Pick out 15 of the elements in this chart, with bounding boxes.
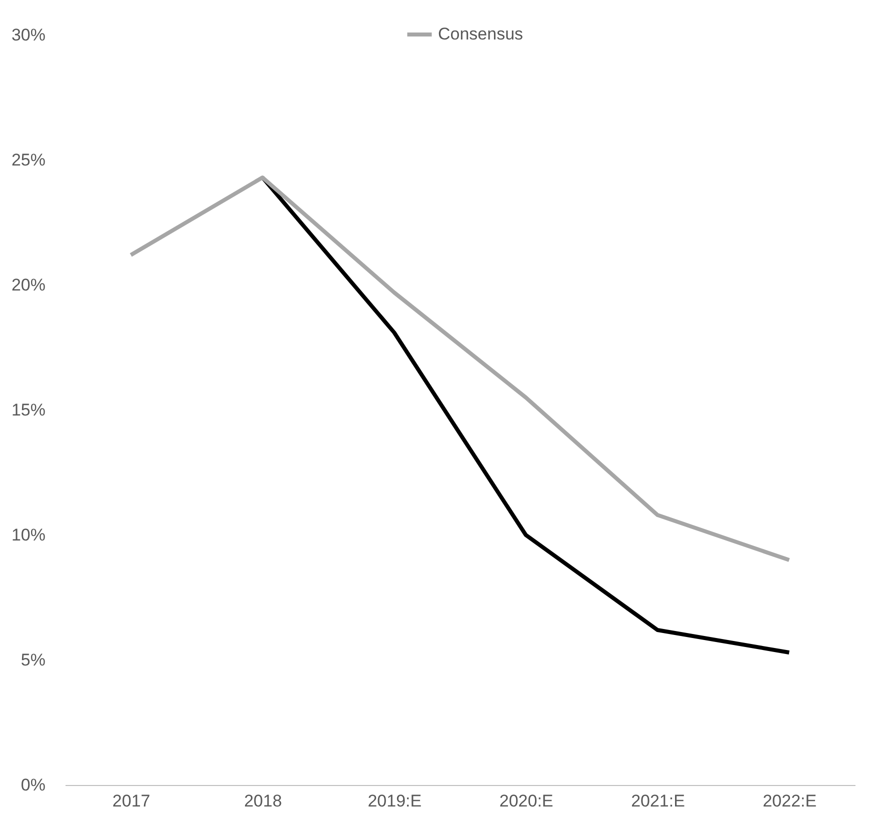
x-tick-label: 2021:E — [631, 792, 685, 810]
x-tick-label: 2019:E — [368, 792, 422, 810]
line-series — [128, 176, 792, 562]
y-tick-label: 30% — [11, 26, 46, 44]
legend-label: Consensus — [438, 24, 524, 44]
y-tick-label: 5% — [20, 650, 46, 670]
y-tick-label: 0% — [20, 776, 46, 794]
y-tick-label: 10% — [11, 526, 46, 544]
y-tick-label: 15% — [11, 400, 46, 420]
x-tick-label: 2018 — [244, 792, 282, 810]
x-tick-label: 2022:E — [762, 792, 817, 810]
x-tick-label: 2020:E — [499, 792, 554, 810]
x-tick-label: 2017 — [112, 792, 150, 810]
y-tick-label: 25% — [11, 150, 46, 170]
y-tick-label: 20% — [11, 276, 46, 294]
